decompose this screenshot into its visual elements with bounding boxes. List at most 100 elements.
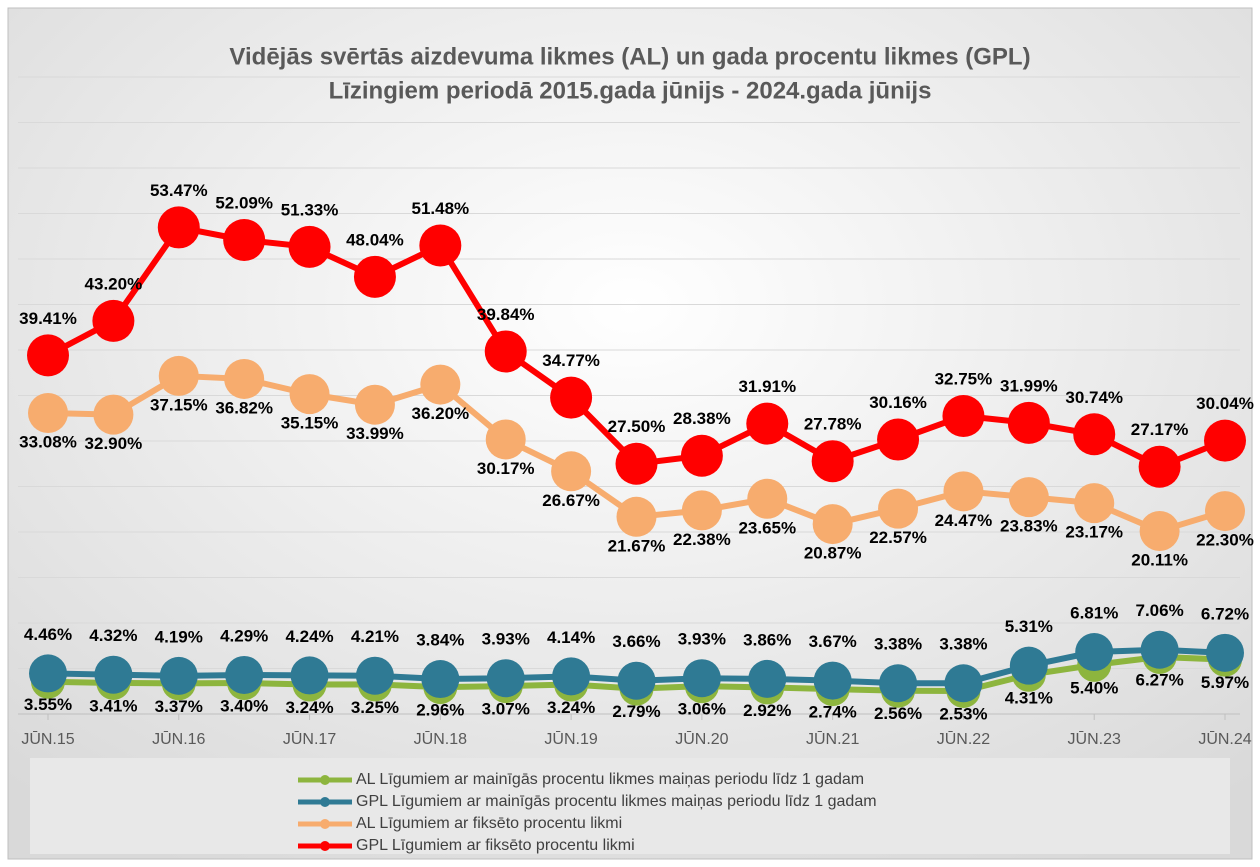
x-tick-label: JŪN.20 bbox=[675, 730, 728, 748]
data-label: 37.15% bbox=[150, 395, 208, 414]
data-label: 3.24% bbox=[285, 698, 333, 717]
x-tick-label: JŪN.19 bbox=[544, 730, 597, 748]
data-label: 3.25% bbox=[351, 698, 399, 717]
marker bbox=[812, 504, 853, 545]
data-label: 20.11% bbox=[1131, 550, 1188, 569]
data-label: 39.84% bbox=[477, 305, 535, 324]
data-label: 27.78% bbox=[804, 415, 862, 434]
data-label: 31.99% bbox=[1000, 376, 1058, 395]
marker bbox=[1138, 445, 1181, 488]
marker bbox=[551, 451, 592, 492]
marker bbox=[484, 330, 527, 373]
data-label: 3.24% bbox=[547, 698, 595, 717]
data-label: 48.04% bbox=[346, 230, 404, 249]
legend-marker bbox=[320, 797, 330, 807]
data-label: 28.38% bbox=[673, 409, 731, 428]
chart-title: Līzingiem periodā 2015.gada jūnijs - 202… bbox=[329, 77, 932, 104]
marker bbox=[288, 225, 331, 268]
marker bbox=[27, 334, 69, 377]
data-label: 31.91% bbox=[738, 377, 796, 396]
data-label: 3.40% bbox=[220, 697, 268, 716]
marker bbox=[94, 655, 133, 694]
marker bbox=[92, 299, 135, 342]
marker bbox=[157, 206, 200, 249]
data-label: 2.79% bbox=[612, 702, 660, 721]
data-label: 20.87% bbox=[804, 544, 862, 563]
data-label: 3.37% bbox=[155, 697, 203, 716]
data-label: 2.96% bbox=[416, 701, 464, 720]
chart-title: Vidējās svērtās aizdevuma likmes (AL) un… bbox=[229, 43, 1030, 70]
legend-marker bbox=[320, 819, 330, 829]
marker bbox=[1140, 630, 1179, 669]
data-label: 3.93% bbox=[482, 630, 530, 649]
x-tick-label: JŪN.18 bbox=[414, 730, 467, 748]
data-label: 53.47% bbox=[150, 181, 208, 200]
legend-label: GPL Līgumiem ar fiksēto procentu likmi bbox=[356, 837, 635, 854]
marker bbox=[225, 655, 264, 694]
marker bbox=[419, 224, 462, 267]
marker bbox=[1075, 633, 1114, 672]
marker bbox=[485, 419, 526, 460]
data-label: 30.16% bbox=[869, 393, 927, 412]
data-label: 2.56% bbox=[874, 704, 922, 723]
x-tick-label: JŪN.16 bbox=[152, 730, 205, 748]
marker bbox=[877, 418, 920, 461]
data-label: 4.31% bbox=[1005, 688, 1053, 707]
marker bbox=[617, 661, 656, 700]
data-label: 6.81% bbox=[1070, 604, 1118, 623]
data-label: 27.17% bbox=[1131, 420, 1189, 439]
data-label: 43.20% bbox=[85, 274, 143, 293]
marker bbox=[879, 664, 918, 703]
marker bbox=[289, 374, 330, 415]
marker bbox=[616, 496, 657, 537]
legend-box bbox=[30, 758, 1230, 854]
marker bbox=[1205, 491, 1245, 532]
data-label: 23.83% bbox=[1000, 517, 1058, 536]
marker bbox=[942, 394, 985, 437]
data-label: 5.31% bbox=[1005, 617, 1053, 636]
data-label: 27.50% bbox=[608, 417, 666, 436]
data-label: 22.38% bbox=[673, 530, 731, 549]
data-label: 6.27% bbox=[1136, 670, 1184, 689]
data-label: 4.32% bbox=[89, 626, 137, 645]
data-label: 5.40% bbox=[1070, 678, 1118, 697]
data-label: 3.07% bbox=[482, 700, 530, 719]
x-tick-label: JŪN.23 bbox=[1068, 730, 1121, 748]
marker bbox=[224, 358, 265, 399]
data-label: 3.06% bbox=[678, 700, 726, 719]
data-label: 30.17% bbox=[477, 459, 535, 478]
marker bbox=[813, 661, 852, 700]
data-label: 30.04% bbox=[1196, 394, 1254, 413]
data-label: 33.08% bbox=[19, 432, 77, 451]
marker bbox=[159, 656, 198, 695]
data-label: 24.47% bbox=[935, 511, 993, 530]
data-label: 39.41% bbox=[19, 309, 77, 328]
x-tick-label: JŪN.21 bbox=[806, 730, 859, 748]
marker bbox=[878, 488, 919, 529]
legend-label: AL Līgumiem ar fiksēto procentu likmi bbox=[356, 815, 622, 832]
marker bbox=[680, 434, 723, 477]
data-label: 3.38% bbox=[939, 635, 987, 654]
x-tick-label: JŪN.22 bbox=[937, 730, 990, 748]
data-label: 36.82% bbox=[215, 398, 273, 417]
data-label: 22.30% bbox=[1196, 531, 1254, 550]
marker bbox=[748, 659, 787, 698]
data-label: 23.65% bbox=[738, 518, 796, 537]
marker bbox=[1008, 477, 1049, 518]
marker bbox=[550, 376, 593, 419]
data-label: 4.24% bbox=[285, 627, 333, 646]
marker bbox=[681, 490, 722, 531]
data-label: 22.57% bbox=[869, 528, 927, 547]
data-label: 3.84% bbox=[416, 631, 464, 650]
data-label: 3.93% bbox=[678, 630, 726, 649]
marker bbox=[944, 664, 983, 703]
data-label: 2.92% bbox=[743, 701, 791, 720]
data-label: 7.06% bbox=[1136, 601, 1184, 620]
marker bbox=[615, 442, 658, 485]
marker bbox=[943, 471, 984, 512]
marker bbox=[1073, 413, 1116, 456]
data-label: 51.48% bbox=[411, 199, 469, 218]
marker bbox=[552, 657, 591, 696]
data-label: 52.09% bbox=[215, 193, 273, 212]
